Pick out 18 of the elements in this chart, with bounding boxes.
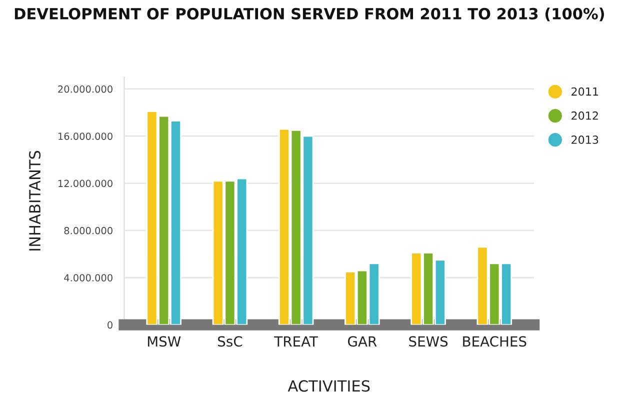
x-tick-label: SsC [218,336,242,347]
y-tick-label: 16.000.000 [58,132,112,140]
y-tick-label: 0 [108,321,112,329]
y-tick-label: 20.000.000 [58,85,112,93]
x-tick-label: MSW [148,336,181,347]
y-axis-title: INHABITANTS [29,150,41,250]
x-tick-label: SEWS [409,336,448,347]
x-tick-label: TREAT [274,336,318,346]
x-tick-label: GAR [348,336,377,347]
legend-label: 2013 [572,136,598,144]
y-tick-label: 8.000.000 [64,226,112,234]
x-axis-title: ACTIVITIES [288,380,370,392]
x-tick-label: BEACHES [463,336,526,347]
chart-title: DEVELOPMENT OF POPULATION SERVED FROM 2011 TO 2013 (100%) [14,8,604,22]
y-tick-label: 12.000.000 [58,180,112,188]
legend-label: 2012 [572,111,598,120]
legend-label: 2011 [572,87,598,96]
y-tick-label: 4.000.000 [64,274,112,282]
